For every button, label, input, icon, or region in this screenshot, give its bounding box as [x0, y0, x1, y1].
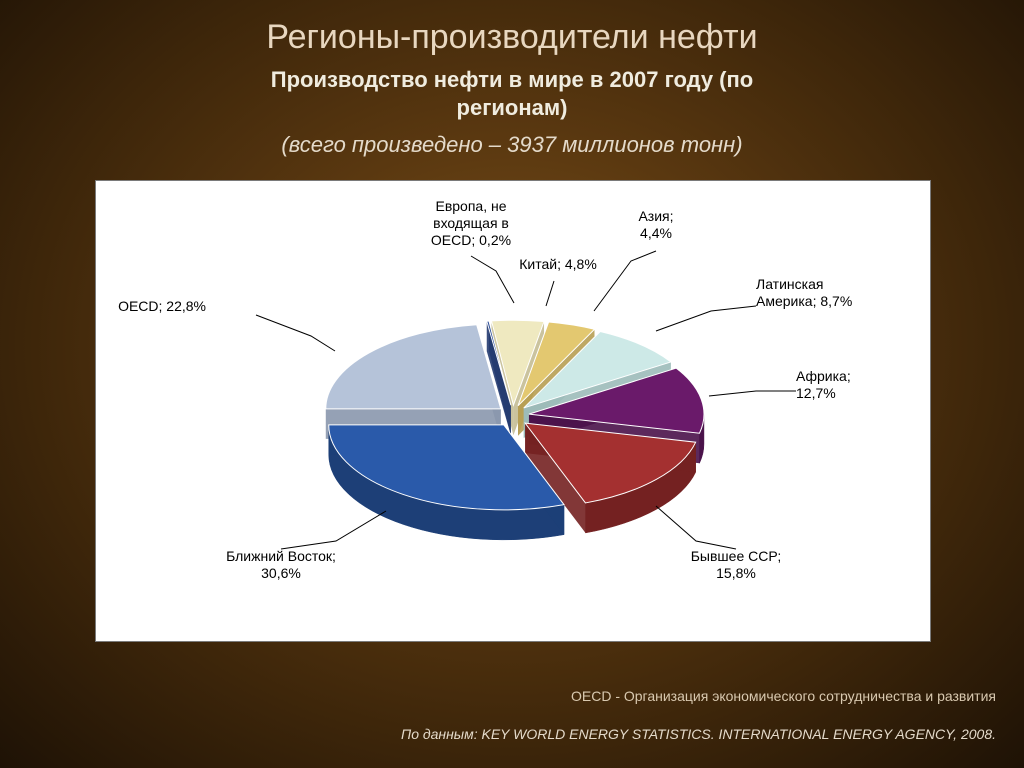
slice-label: Бывшее ССР;: [691, 548, 782, 564]
leader-line: [656, 306, 756, 331]
subtitle-line2: регионам): [457, 95, 568, 120]
leader-line: [281, 511, 386, 549]
footnote-source: По данным: KEY WORLD ENERGY STATISTICS. …: [401, 726, 996, 742]
slice-label: Америка; 8,7%: [756, 293, 852, 309]
slice-label: Азия;: [638, 208, 673, 224]
leader-line: [256, 315, 335, 351]
slice-label: 30,6%: [261, 565, 301, 581]
slice-label: Африка;: [796, 368, 851, 384]
slide-subtitle: Производство нефти в мире в 2007 году (п…: [0, 66, 1024, 121]
slice-label: Европа, не: [435, 198, 506, 214]
slice-label: 4,4%: [640, 225, 672, 241]
leader-line: [594, 251, 656, 311]
slice-label: 12,7%: [796, 385, 836, 401]
leader-line: [656, 506, 736, 549]
slice-label: Китай; 4,8%: [519, 256, 597, 272]
chart-container: OECD; 22,8% Европа, невходящая вOECD; 0,2…: [95, 180, 931, 642]
leader-line: [709, 391, 796, 396]
pie-chart: OECD; 22,8% Европа, невходящая вOECD; 0,2…: [96, 181, 930, 641]
subtitle-line1: Производство нефти в мире в 2007 году (п…: [271, 67, 753, 92]
slice-label: Ближний Восток;: [226, 548, 336, 564]
slice-label: OECD; 22,8%: [118, 298, 206, 314]
slice-label: OECD; 0,2%: [431, 232, 511, 248]
pie-slice: [326, 325, 501, 409]
footnote-oecd: OECD - Организация экономического сотруд…: [571, 688, 996, 704]
slice-label: 15,8%: [716, 565, 756, 581]
slice-label: Латинская: [756, 276, 823, 292]
leader-line: [546, 281, 554, 306]
slide: Регионы-производители нефти Производство…: [0, 0, 1024, 768]
slice-label: входящая в: [433, 215, 509, 231]
slide-subnote: (всего произведено – 3937 миллионов тонн…: [0, 132, 1024, 158]
slide-title: Регионы-производители нефти: [0, 18, 1024, 57]
leader-line: [471, 256, 514, 303]
